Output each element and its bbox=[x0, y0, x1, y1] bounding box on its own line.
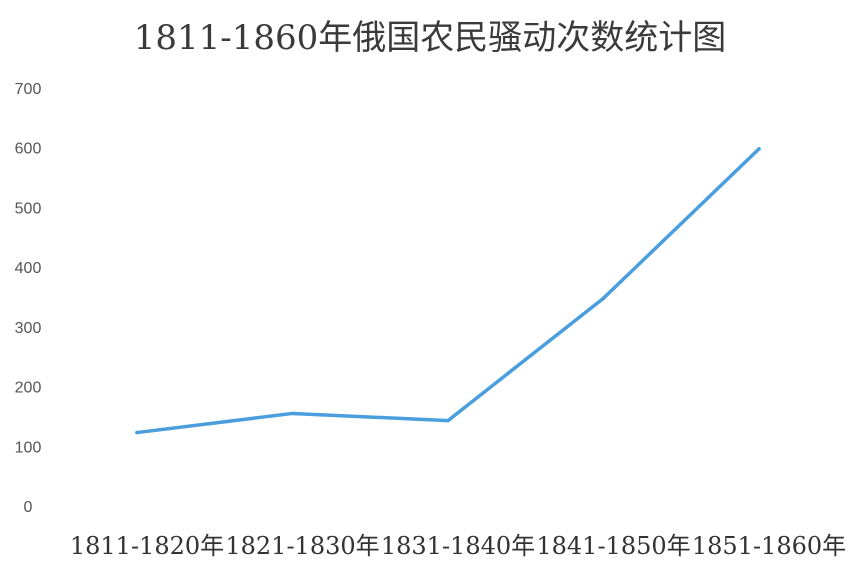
chart-title: 1811-1860年俄国农民骚动次数统计图 bbox=[133, 18, 727, 58]
x-tick-label: 1831-1840年 bbox=[381, 532, 535, 560]
x-tick-label: 1811-1820年 bbox=[70, 532, 224, 560]
y-tick-label: 400 bbox=[15, 260, 42, 277]
x-tick-label: 1821-1830年 bbox=[225, 532, 379, 560]
y-tick-label: 0 bbox=[24, 499, 33, 516]
y-tick-label: 700 bbox=[15, 81, 42, 98]
data-point bbox=[757, 147, 761, 151]
data-point bbox=[290, 411, 295, 416]
data-point bbox=[135, 430, 139, 435]
y-tick-label: 100 bbox=[15, 439, 42, 456]
x-tick-label: 1851-1860年 bbox=[692, 532, 846, 560]
data-point bbox=[601, 296, 606, 300]
y-tick-label: 500 bbox=[15, 200, 42, 217]
x-axis: 1811-1820年 1821-1830年 1831-1840年 1841-1850年… bbox=[70, 532, 846, 560]
y-tick-label: 600 bbox=[15, 141, 42, 158]
y-tick-label: 200 bbox=[15, 380, 42, 397]
series-line bbox=[135, 147, 761, 435]
series-layer bbox=[135, 147, 761, 435]
y-axis: 0 100 200 300 400 500 600 700 bbox=[15, 81, 42, 516]
data-point bbox=[446, 418, 450, 423]
y-tick-label: 300 bbox=[15, 320, 42, 337]
x-tick-label: 1841-1850年 bbox=[536, 532, 690, 560]
